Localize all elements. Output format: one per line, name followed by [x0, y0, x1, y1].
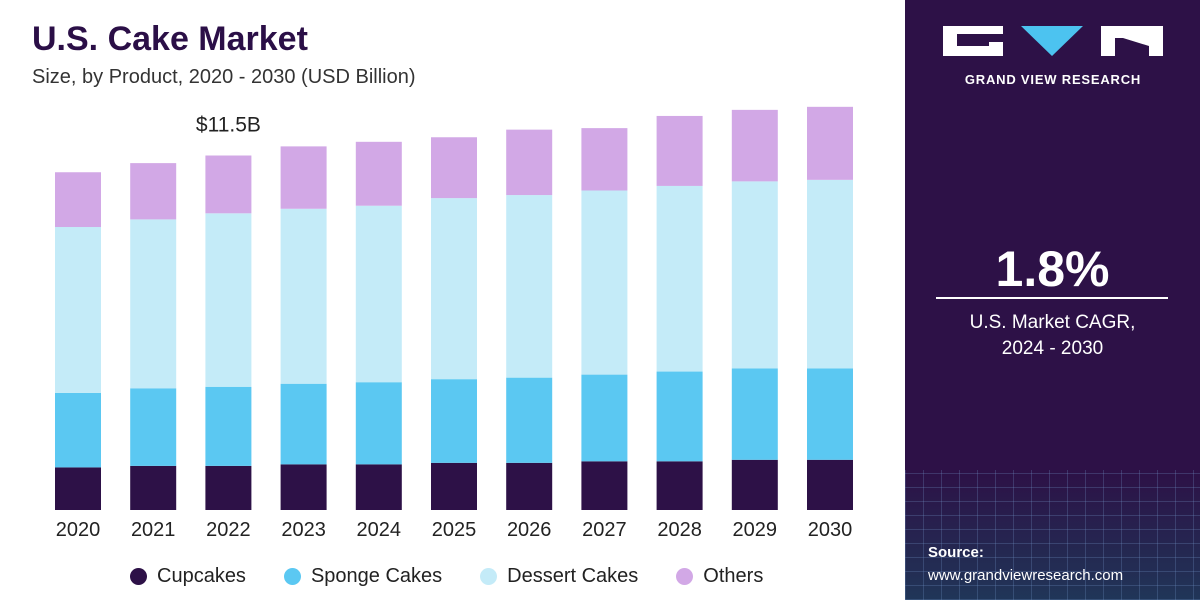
source-label: Source: [928, 544, 984, 561]
cagr-label-line1: U.S. Market CAGR, [969, 312, 1136, 333]
bar-segment-dessert-cakes-2020 [55, 227, 101, 393]
bar-segment-dessert-cakes-2023 [280, 208, 327, 384]
bar-segment-others-2030 [807, 106, 853, 180]
x-tick-label: 2021 [131, 519, 176, 541]
bar-segment-others-2025 [431, 137, 477, 199]
x-tick-label: 2023 [281, 519, 326, 541]
bar-segment-dessert-cakes-2022 [205, 213, 252, 387]
x-tick-label: 2030 [808, 519, 853, 541]
stacked-bar-chart: 2020 2021 2022 $11.5B 2023 2024 2025 2026 2027 20… [55, 106, 853, 541]
bar-segment-sponge-cakes-2022 [205, 386, 252, 466]
bar-segment-sponge-cakes-2024 [355, 382, 402, 465]
bar-segment-others-2024 [355, 141, 402, 206]
bar-segment-cupcakes-2021 [130, 465, 177, 510]
chart-title: U.S. Cake Market [32, 20, 308, 58]
bar-segment-sponge-cakes-2025 [431, 379, 477, 463]
bar-segment-others-2020 [55, 172, 101, 228]
decorative-grid-background [905, 470, 1200, 600]
legend-label: Sponge Cakes [310, 564, 443, 587]
cagr-value: 1.8% [995, 241, 1110, 297]
data-label: $11.5B [196, 114, 261, 137]
bar-segment-others-2022 [205, 155, 252, 214]
x-tick-label: 2029 [733, 519, 778, 541]
bar-segment-others-2029 [731, 109, 778, 182]
bar-segment-dessert-cakes-2027 [581, 190, 628, 375]
bar-segment-cupcakes-2022 [205, 465, 252, 510]
bar-segment-dessert-cakes-2030 [807, 179, 853, 369]
legend-item-sponge-cakes: Sponge Cakes [283, 564, 443, 588]
x-tick-label: 2022 [206, 519, 251, 541]
bar-segment-dessert-cakes-2021 [130, 219, 177, 389]
brand-logo: GRAND VIEW RESEARCH [943, 22, 1163, 92]
bar-segment-cupcakes-2023 [280, 464, 327, 510]
legend-item-others: Others [676, 565, 763, 588]
bar-segment-others-2027 [581, 128, 628, 191]
chart-legend: Cupcakes Sponge Cakes Dessert Cakes Others [130, 562, 830, 590]
bar-segment-others-2026 [506, 129, 553, 196]
bar-segment-dessert-cakes-2025 [431, 198, 477, 380]
cagr-divider [936, 297, 1168, 299]
logo-mark-icon [943, 26, 1163, 56]
bar-segment-sponge-cakes-2027 [581, 374, 628, 462]
bar-segment-sponge-cakes-2030 [807, 368, 853, 460]
bar-segment-cupcakes-2024 [355, 464, 402, 510]
chart-panel: U.S. Cake Market Size, by Product, 2020 … [32, 20, 853, 590]
legend-label: Others [703, 564, 764, 587]
legend-label: Dessert Cakes [507, 564, 639, 587]
bar-segment-cupcakes-2028 [656, 461, 703, 510]
bar-segment-others-2021 [130, 163, 177, 220]
legend-label: Cupcakes [157, 564, 246, 587]
bar-segment-sponge-cakes-2028 [656, 371, 703, 462]
bar-segment-cupcakes-2030 [807, 459, 853, 510]
cagr-label: U.S. Market CAGR, 2024 - 2030 [905, 310, 1200, 362]
bar-segment-sponge-cakes-2023 [280, 383, 327, 465]
x-tick-label: 2028 [657, 519, 702, 541]
bar-segment-dessert-cakes-2029 [731, 181, 778, 369]
bar-segment-cupcakes-2027 [581, 461, 628, 510]
bar-segment-cupcakes-2020 [55, 467, 101, 510]
chart-subtitle: Size, by Product, 2020 - 2030 (USD Billi… [32, 66, 416, 88]
info-sidebar: GRAND VIEW RESEARCH 1.8% U.S. Market CAG… [905, 0, 1200, 600]
bar-segment-dessert-cakes-2024 [355, 205, 402, 383]
bar-segment-sponge-cakes-2020 [55, 392, 101, 468]
legend-swatch [480, 567, 498, 585]
bar-segment-others-2028 [656, 115, 703, 186]
bar-segment-cupcakes-2026 [506, 462, 553, 510]
legend-swatch [283, 567, 301, 585]
legend-swatch [130, 567, 147, 585]
x-tick-label: 2026 [507, 519, 552, 541]
bar-segment-cupcakes-2025 [431, 462, 477, 510]
bar-segment-sponge-cakes-2021 [130, 388, 177, 466]
bar-segment-cupcakes-2029 [731, 459, 778, 510]
x-tick-label: 2027 [582, 519, 627, 541]
x-tick-label: 2025 [432, 519, 477, 541]
source-link[interactable]: www.grandviewresearch.com [928, 567, 1124, 584]
bar-segment-dessert-cakes-2028 [656, 185, 703, 372]
bar-segment-others-2023 [280, 146, 327, 209]
cagr-label-line2: 2024 - 2030 [1001, 338, 1104, 359]
x-tick-label: 2024 [357, 519, 402, 541]
bar-segment-sponge-cakes-2029 [731, 368, 778, 460]
legend-item-dessert-cakes: Dessert Cakes [480, 565, 638, 588]
x-tick-label: 2020 [56, 519, 101, 541]
brand-name: GRAND VIEW RESEARCH [964, 72, 1142, 87]
legend-swatch [676, 567, 694, 585]
legend-item-cupcakes: Cupcakes [130, 565, 246, 588]
bar-segment-dessert-cakes-2026 [506, 195, 553, 378]
bar-segment-sponge-cakes-2026 [506, 377, 553, 463]
